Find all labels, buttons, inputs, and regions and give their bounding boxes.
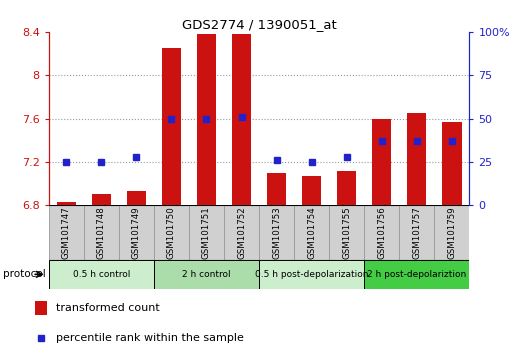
- Text: GSM101749: GSM101749: [132, 206, 141, 259]
- Text: transformed count: transformed count: [55, 303, 160, 313]
- Bar: [294, 205, 329, 260]
- Text: 2 h control: 2 h control: [182, 270, 231, 279]
- Text: GSM101759: GSM101759: [447, 206, 457, 259]
- Bar: [302, 176, 321, 205]
- Bar: [329, 205, 364, 260]
- Text: GSM101754: GSM101754: [307, 206, 316, 259]
- Bar: [224, 205, 259, 260]
- Text: GSM101756: GSM101756: [377, 206, 386, 259]
- Bar: [49, 205, 84, 260]
- Bar: [407, 113, 426, 205]
- Text: GSM101753: GSM101753: [272, 206, 281, 259]
- Bar: [337, 171, 357, 205]
- Bar: [364, 260, 469, 289]
- Text: protocol: protocol: [3, 269, 45, 279]
- Bar: [127, 191, 146, 205]
- Text: GSM101750: GSM101750: [167, 206, 176, 259]
- Bar: [197, 34, 216, 205]
- Bar: [84, 205, 119, 260]
- Text: percentile rank within the sample: percentile rank within the sample: [55, 333, 244, 343]
- Bar: [162, 48, 181, 205]
- Text: GSM101748: GSM101748: [97, 206, 106, 259]
- Title: GDS2774 / 1390051_at: GDS2774 / 1390051_at: [182, 18, 337, 31]
- Bar: [435, 205, 469, 260]
- Text: 2 h post-depolariztion: 2 h post-depolariztion: [367, 270, 466, 279]
- Bar: [232, 34, 251, 205]
- Text: GSM101752: GSM101752: [237, 206, 246, 259]
- Text: GSM101757: GSM101757: [412, 206, 421, 259]
- Bar: [119, 205, 154, 260]
- Bar: [259, 260, 364, 289]
- Bar: [92, 194, 111, 205]
- Bar: [399, 205, 435, 260]
- Text: GSM101747: GSM101747: [62, 206, 71, 259]
- Bar: [364, 205, 399, 260]
- Bar: [267, 173, 286, 205]
- Bar: [259, 205, 294, 260]
- Bar: [56, 202, 76, 205]
- Bar: [372, 119, 391, 205]
- Bar: [49, 260, 154, 289]
- Text: 0.5 h post-depolarization: 0.5 h post-depolarization: [255, 270, 368, 279]
- Text: GSM101751: GSM101751: [202, 206, 211, 259]
- Text: 0.5 h control: 0.5 h control: [73, 270, 130, 279]
- Bar: [189, 205, 224, 260]
- Bar: [442, 122, 462, 205]
- Text: GSM101755: GSM101755: [342, 206, 351, 259]
- Bar: [35, 301, 47, 315]
- Bar: [154, 205, 189, 260]
- Bar: [154, 260, 259, 289]
